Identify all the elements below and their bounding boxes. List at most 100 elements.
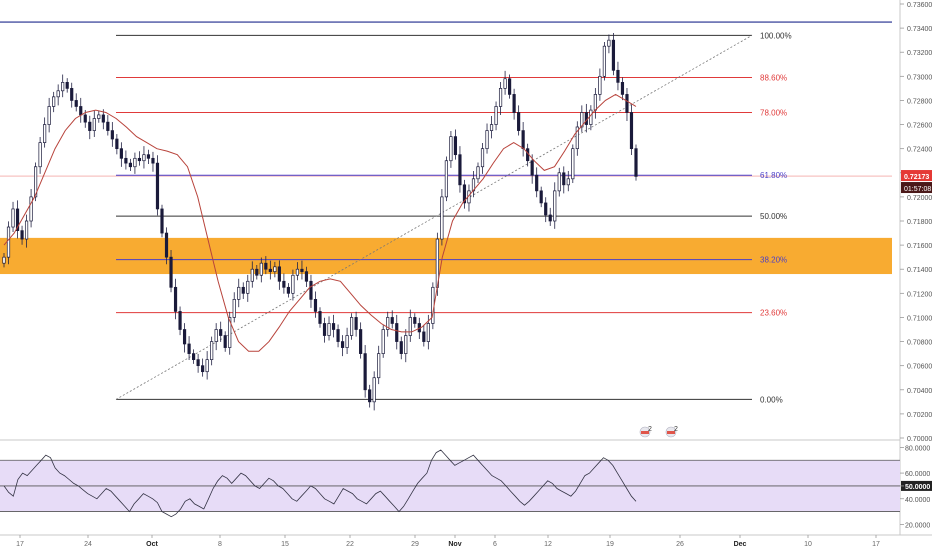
- candle-body: [616, 69, 620, 83]
- candle-body: [133, 157, 137, 168]
- candle-body: [386, 317, 390, 330]
- candle-body: [173, 286, 178, 312]
- candle-body: [124, 157, 128, 164]
- candle-body: [2, 256, 6, 264]
- candle-body: [92, 118, 96, 131]
- candle-body: [589, 109, 593, 125]
- candle-body: [228, 317, 232, 348]
- candle-body: [277, 266, 281, 282]
- candle-body: [413, 317, 417, 324]
- candle-body: [440, 196, 444, 240]
- price-tick-label: 0.72400: [907, 147, 932, 154]
- candle-body: [359, 329, 363, 354]
- rsi-tick-label: 40.0000: [905, 497, 930, 504]
- candle-body: [377, 353, 381, 379]
- price-tick-label: 0.71800: [907, 219, 932, 226]
- price-tick-label: 0.73000: [907, 74, 932, 81]
- candle-body: [368, 389, 372, 403]
- candle-body: [620, 82, 625, 95]
- candle-body: [38, 142, 42, 168]
- time-tick-label: 26: [676, 541, 684, 548]
- candle-body: [241, 286, 245, 294]
- price-tick-label: 0.70600: [907, 364, 932, 371]
- candle-body: [476, 166, 480, 180]
- candle-body: [237, 286, 241, 300]
- price-tick-label: 0.70400: [907, 388, 932, 395]
- time-tick-label: Dec: [734, 541, 747, 548]
- price-tick-label: 0.71400: [907, 267, 932, 274]
- event-flag-stripe: [667, 431, 675, 434]
- time-tick-label: 29: [411, 541, 419, 548]
- candle-body: [286, 286, 290, 294]
- candle-body: [291, 274, 295, 294]
- candle-body: [575, 126, 579, 150]
- candle-body: [219, 329, 223, 336]
- time-tick-label: 24: [84, 541, 92, 548]
- candle-body: [205, 359, 209, 373]
- fib-label: 100.00%: [760, 31, 792, 40]
- candle-body: [562, 172, 566, 186]
- price-tick-label: 0.73200: [907, 50, 932, 57]
- candle-body: [580, 112, 584, 128]
- candle-body: [160, 208, 164, 234]
- candle-body: [70, 88, 74, 101]
- candle-body: [503, 78, 507, 89]
- candle-body: [327, 323, 331, 336]
- fib-label: 88.60%: [760, 74, 787, 83]
- candle-body: [336, 329, 340, 342]
- candle-body: [20, 230, 24, 240]
- candle-body: [304, 271, 309, 282]
- rsi-tick-label: 80.0000: [905, 445, 930, 452]
- candle-body: [494, 106, 498, 125]
- candle-body: [79, 106, 83, 116]
- candle-body: [489, 124, 494, 131]
- fib-label: 38.20%: [760, 256, 787, 265]
- candle-body: [106, 121, 110, 131]
- candle-body: [458, 154, 462, 186]
- candle-body: [598, 75, 602, 95]
- candle-body: [318, 311, 322, 324]
- price-tick-label: 0.72000: [907, 195, 932, 202]
- candle-body: [535, 174, 539, 192]
- candle-body: [544, 202, 548, 216]
- candle-body: [24, 220, 29, 240]
- candle-body: [571, 148, 575, 180]
- candle-body: [517, 112, 521, 131]
- candle-body: [273, 266, 277, 272]
- candle-body: [187, 343, 191, 354]
- candle-body: [83, 114, 87, 123]
- rsi-tick-label: 50.0000: [905, 484, 930, 491]
- candle-body: [584, 112, 588, 125]
- candle-body: [196, 359, 200, 367]
- current-price-label: 0.72173: [904, 174, 929, 181]
- candle-body: [43, 124, 47, 143]
- candle-body: [223, 335, 227, 348]
- price-tick-label: 0.71200: [907, 291, 932, 298]
- price-tick-label: 0.71600: [907, 243, 932, 250]
- price-tick-label: 0.71000: [907, 315, 932, 322]
- candle-body: [137, 157, 142, 162]
- candle-body: [300, 268, 304, 272]
- candle-body: [530, 160, 534, 176]
- current-price-box: [901, 170, 932, 182]
- rsi-line: [3, 449, 637, 518]
- candle-body: [61, 82, 65, 92]
- candle-body: [295, 268, 300, 276]
- fib-label: 23.60%: [760, 309, 787, 318]
- candle-body: [381, 329, 385, 354]
- candle-body: [88, 121, 92, 131]
- candle-body: [508, 78, 512, 95]
- time-tick-label: 22: [346, 541, 354, 548]
- candle-body: [485, 130, 489, 150]
- countdown-label: 01:57:08: [904, 186, 931, 193]
- candle-body: [210, 341, 214, 360]
- candle-body: [182, 329, 187, 345]
- candle-body: [56, 90, 60, 98]
- event-badge-count: 2: [674, 426, 678, 433]
- event-flag-stripe: [641, 431, 649, 434]
- candle-body: [264, 262, 268, 270]
- candle-body: [146, 154, 151, 159]
- fib-label: 61.80%: [760, 171, 787, 180]
- candle-body: [115, 138, 119, 150]
- candle-body: [629, 112, 634, 150]
